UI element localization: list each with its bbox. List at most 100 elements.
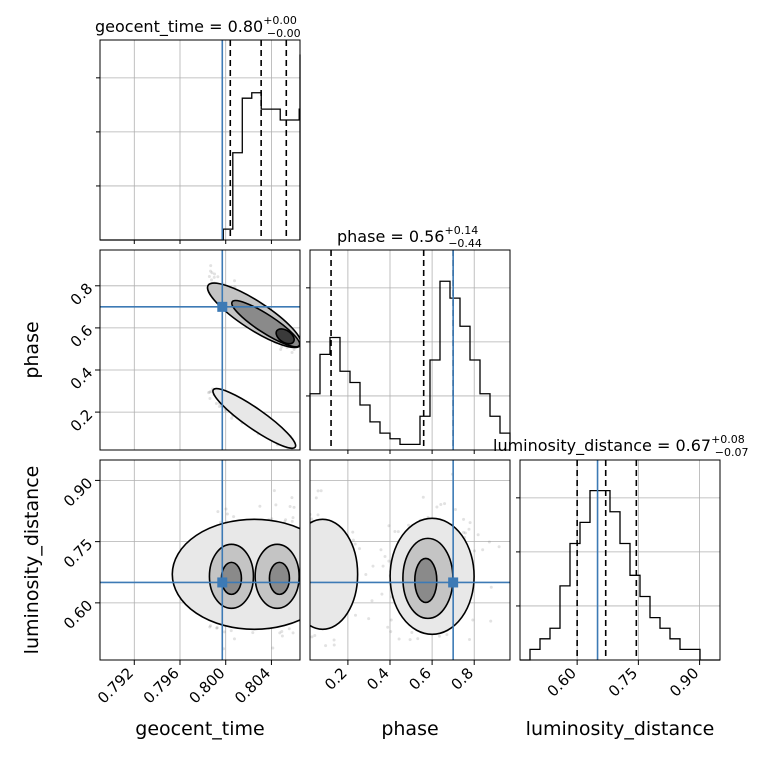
- scatter-point: [208, 625, 212, 629]
- density-contour: [208, 543, 255, 610]
- xtick-label-luminosity_distance: 0.75: [605, 664, 641, 700]
- scatter-point: [233, 285, 237, 289]
- scatter-point: [293, 450, 296, 453]
- scatter-point: [332, 638, 336, 642]
- scatter-point: [210, 271, 214, 275]
- scatter-point: [416, 637, 420, 641]
- scatter-point: [471, 618, 475, 622]
- scatter-point: [489, 585, 493, 589]
- scatter-point: [310, 517, 314, 521]
- scatter-point: [435, 505, 439, 509]
- scatter-point: [210, 278, 214, 282]
- panel-frame-0-0: [99, 39, 301, 241]
- scatter-point: [208, 390, 212, 394]
- density-region: [231, 300, 300, 347]
- density-contour: [413, 557, 438, 604]
- scatter-point: [313, 634, 317, 638]
- truth-marker: [217, 301, 228, 312]
- scatter-point: [489, 619, 493, 623]
- scatter-point: [290, 496, 294, 500]
- ytick-label-luminosity_distance: 0.75: [60, 535, 96, 571]
- panel-frame-1-0: [99, 249, 301, 451]
- ylabel-luminosity-distance: luminosity_distance: [21, 466, 43, 655]
- scatter-point: [316, 513, 320, 517]
- scatter-point: [209, 269, 213, 273]
- density-contour: [275, 328, 295, 345]
- xlabel-luminosity-distance: luminosity_distance: [526, 718, 715, 740]
- xtick-label-geocent_time: 0.796: [140, 664, 183, 707]
- scatter-point: [233, 279, 237, 283]
- scatter-point: [232, 515, 236, 519]
- title-geocent-time-minus: −0.00: [267, 27, 301, 40]
- scatter-point: [463, 531, 467, 535]
- scatter-point: [453, 507, 457, 511]
- scatter-point: [468, 521, 472, 525]
- density-contour: [231, 299, 300, 348]
- scatter-point: [215, 626, 219, 630]
- scatter-point: [272, 489, 276, 493]
- scatter-point: [251, 631, 255, 635]
- panel-frame-2-2: [519, 459, 721, 661]
- scatter-point: [217, 405, 221, 409]
- xtick-label-luminosity_distance: 0.60: [544, 664, 580, 700]
- scatter-point: [274, 666, 277, 669]
- density-contour: [171, 518, 300, 631]
- scatter-point: [467, 527, 471, 531]
- scatter-point: [208, 624, 212, 628]
- title-luminosity-distance-plus: +0.08: [711, 433, 745, 446]
- histogram-luminosity_distance: [520, 489, 720, 661]
- scatter-point: [324, 644, 328, 648]
- scatter-point: [408, 638, 412, 642]
- title-luminosity-distance-minus: −0.07: [715, 446, 749, 459]
- scatter-point: [462, 530, 466, 534]
- panel-frames: [99, 39, 721, 661]
- density-contour: [206, 282, 300, 349]
- scatter-point: [278, 631, 282, 635]
- scatter-point: [271, 646, 275, 650]
- ytick-label-phase: 0.4: [67, 364, 97, 394]
- density-region: [212, 388, 296, 449]
- xtick-label-phase: 0.4: [363, 664, 393, 694]
- scatter-point: [280, 634, 284, 638]
- scatter-point: [476, 533, 480, 537]
- scatter-point: [207, 391, 211, 395]
- density-region: [310, 519, 358, 630]
- scatter-point: [212, 275, 216, 279]
- density-contour: [389, 517, 475, 636]
- density-contour: [212, 387, 297, 450]
- scatter-point: [207, 275, 211, 279]
- scatter-point: [462, 517, 466, 521]
- xtick-label-geocent_time: 0.800: [185, 664, 228, 707]
- scatter-point: [397, 637, 401, 641]
- scatter-point: [358, 547, 362, 551]
- title-phase: phase = 0.56+0.14 −0.44: [337, 224, 482, 250]
- scatter-point: [353, 542, 357, 546]
- scatter-point: [396, 530, 400, 534]
- scatter-point: [383, 555, 387, 559]
- scatter-point: [291, 631, 295, 635]
- scatter-point: [215, 626, 219, 630]
- scatter-point: [284, 518, 288, 522]
- scatter-point: [353, 613, 357, 617]
- scatter-point: [208, 396, 212, 400]
- density-contour: [310, 518, 359, 631]
- density-region: [414, 558, 437, 603]
- histogram-geocent_time: [100, 54, 301, 241]
- scatter-point: [367, 617, 371, 621]
- scatter-point: [497, 545, 501, 549]
- scatter-point: [387, 524, 391, 528]
- ytick-label-phase: 0.8: [67, 279, 97, 309]
- scatter-point: [351, 530, 355, 534]
- xlabel-geocent-time: geocent_time: [135, 718, 264, 740]
- scatter-point: [292, 347, 296, 351]
- scatter-point: [225, 512, 229, 516]
- scatter-point: [381, 564, 385, 568]
- density-contour: [254, 543, 300, 610]
- scatter-point: [216, 275, 220, 279]
- density-region: [269, 562, 290, 595]
- scatter-point: [389, 630, 393, 634]
- truth-marker: [448, 577, 459, 588]
- scatter-point: [310, 635, 314, 639]
- xtick-label-luminosity_distance: 0.90: [666, 664, 702, 700]
- title-geocent-time: geocent_time = 0.80+0.00 −0.00: [95, 14, 301, 40]
